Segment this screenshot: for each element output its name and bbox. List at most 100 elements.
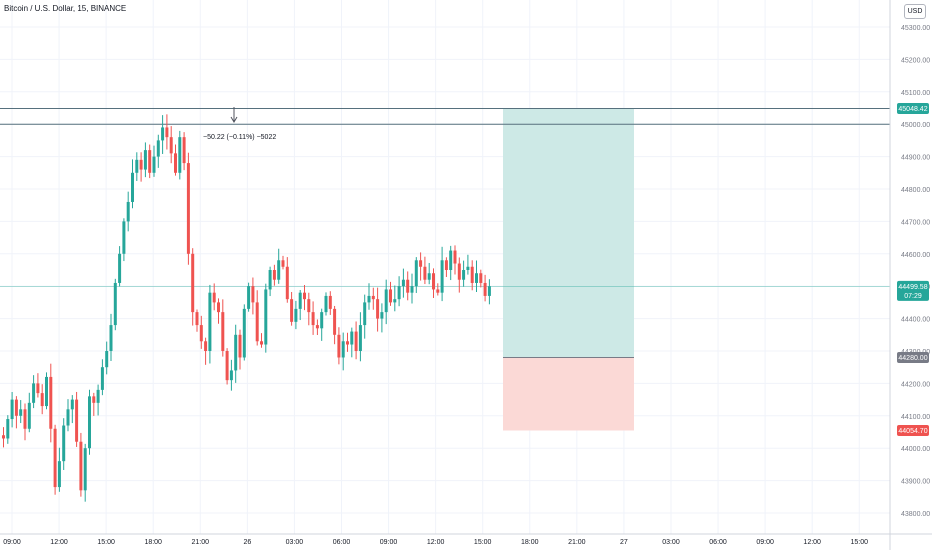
candle-body [358,325,362,351]
candle-body [186,163,190,254]
candle-body [311,312,315,326]
x-tick-label: 03:00 [662,539,680,546]
candle-body [96,389,100,403]
y-tick-label: 45000.00 [901,122,930,129]
y-tick-label: 44700.00 [901,219,930,226]
candles [2,114,491,502]
profit-zone[interactable] [503,108,634,358]
candle-body [221,312,225,351]
price-tag [897,424,929,436]
candle-body [367,295,371,303]
candle-body [126,201,130,222]
candle-body [346,341,349,345]
y-tick-label: 44800.00 [901,187,930,194]
price-tag-label: 45048.42 [898,106,927,113]
candle-body [328,295,332,309]
candle-body [341,341,345,358]
candle-body [191,253,195,313]
candle-body [384,289,388,313]
candle-body [247,286,251,309]
candle-body [371,295,375,300]
candle-body [212,292,216,303]
candle-body [229,370,233,381]
candle-body [427,273,431,280]
x-tick-label: 18:00 [144,539,162,546]
candle-body [440,260,444,293]
candle-body [389,289,392,303]
candle-body [156,140,160,157]
candle-body [204,341,208,351]
candle-body [182,137,186,164]
candle-body [14,399,18,416]
candle-body [178,137,182,173]
candle-body [479,273,483,283]
x-tick-label: 09:00 [3,539,21,546]
y-tick-label: 44400.00 [901,317,930,324]
candle-body [161,127,165,141]
candle-body [66,409,70,426]
candle-body [457,263,461,280]
candle-body [165,127,169,138]
loss-zone[interactable] [503,357,634,431]
candle-body [2,435,5,439]
candle-body [285,266,289,300]
candle-body [238,334,242,358]
candle-body [135,159,139,173]
candle-body [483,282,487,296]
candle-body [242,308,246,358]
candle-body [40,393,44,407]
x-tick-label: 18:00 [521,539,539,546]
candle-body [6,419,10,439]
candle-body [444,260,448,270]
candle-body [169,137,173,154]
x-tick-label: 15:00 [474,539,492,546]
candle-body [449,250,453,270]
candle-body [423,266,427,280]
arrow-down-icon [230,116,238,123]
chart-title: Bitcoin / U.S. Dollar, 15, BINANCE [4,4,127,13]
candle-body [410,286,414,293]
candle-body [57,461,61,488]
candle-body [19,409,23,416]
candle-body [354,331,358,351]
countdown-label: 07:29 [904,293,922,300]
candle-body [27,402,31,429]
x-tick-label: 09:00 [756,539,774,546]
candle-body [487,286,491,296]
candle-body [36,383,40,394]
y-tick-label: 45100.00 [901,90,930,97]
y-tick-label: 43800.00 [901,511,930,518]
x-tick-label: 15:00 [97,539,115,546]
price-tag-label: 44054.70 [898,428,927,435]
candle-body [83,448,87,491]
candle-body [272,270,276,280]
candle-body [380,312,384,319]
candle-body [217,302,220,313]
candle-body [462,270,466,280]
candle-body [436,289,440,293]
candle-body [70,399,74,410]
candle-body [363,302,367,326]
x-tick-label: 15:00 [850,539,868,546]
candle-body [324,295,328,313]
candle-body [105,351,109,368]
candle-body [298,292,302,309]
x-tick-label: 03:00 [286,539,304,546]
candle-body [303,292,306,300]
candle-body [152,156,156,173]
price-tag [897,280,929,301]
candle-body [337,334,341,358]
x-tick-label: 12:00 [427,539,445,546]
candle-body [79,441,83,491]
candle-body [453,250,457,264]
candle-body [10,399,14,420]
candle-body [92,396,96,403]
candle-body [131,172,134,202]
candle-body [225,351,229,381]
candle-body [307,299,311,313]
currency-button[interactable]: USD [904,4,926,19]
x-tick-label: 12:00 [803,539,821,546]
candle-body [264,289,268,345]
candle-body [122,221,126,254]
